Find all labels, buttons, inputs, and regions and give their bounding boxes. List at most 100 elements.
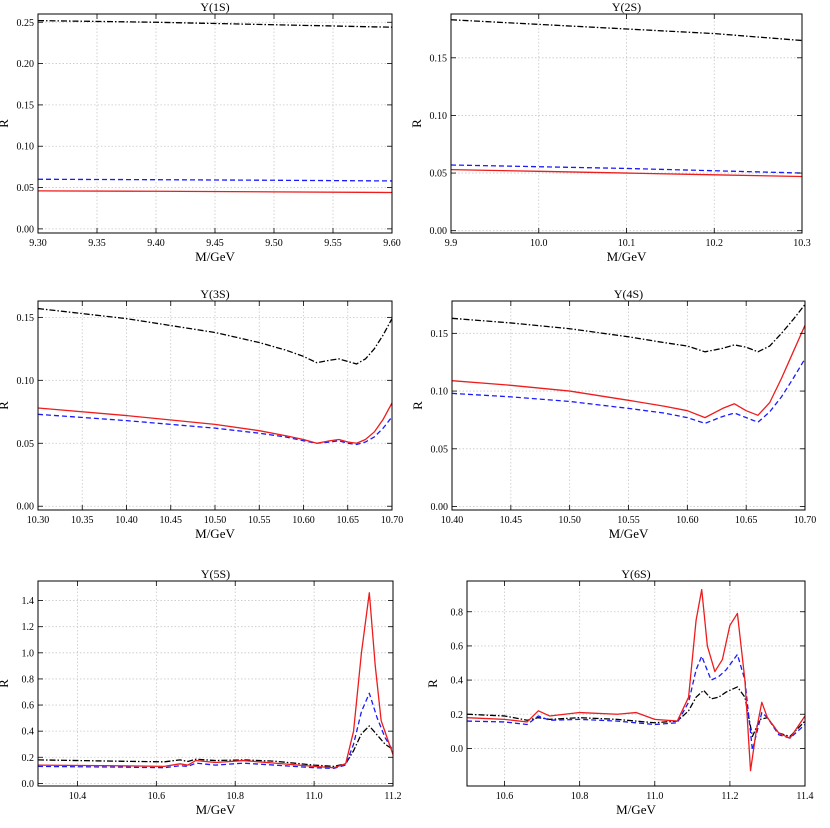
chart-panel-6: 10.6 10.8 11.0 11.2 11.4 0.0 0.2 0.4 0.6 0.8 Υ(6S)… <box>425 567 814 817</box>
y-tick-label: 0.25 <box>17 18 35 29</box>
y-tick-label: 0.05 <box>17 183 35 194</box>
series-red-solid-line <box>452 324 805 419</box>
y-tick-label: 0.15 <box>431 329 449 340</box>
y-axis-label: R <box>410 401 425 410</box>
x-tick-label: 11.2 <box>721 791 738 802</box>
y-tick-label: 0.8 <box>451 607 464 618</box>
x-tick-label: 10.6 <box>496 791 514 802</box>
y-tick-label: 0.15 <box>17 100 35 111</box>
y-tick-label: 0.00 <box>17 224 35 235</box>
plot-frame <box>466 580 806 787</box>
x-tick-label: 10.65 <box>735 515 758 526</box>
x-tick-label: 9.45 <box>206 238 224 249</box>
x-axis-label: M/GeV <box>196 802 236 817</box>
y-axis-label: R <box>409 119 424 128</box>
series-red-solid-line <box>467 588 805 772</box>
x-tick-label: 10.4 <box>69 791 87 802</box>
panel-title: Υ(5S) <box>201 567 230 581</box>
y-tick-label: 1.2 <box>22 622 35 633</box>
y-tick-label: 0.00 <box>430 226 448 237</box>
x-tick-label: 11.0 <box>306 791 323 802</box>
series-blue-dashed-line <box>38 178 392 182</box>
series-red-solid-line <box>38 402 392 444</box>
x-tick-label: 10.0 <box>530 238 548 249</box>
x-tick-label: 10.45 <box>500 515 523 526</box>
x-tick-label: 9.9 <box>445 238 458 249</box>
x-tick-label: 10.6 <box>148 791 166 802</box>
y-tick-label: 0.05 <box>430 169 448 180</box>
x-tick-label: 10.3 <box>793 238 811 249</box>
panel-title: Υ(1S) <box>200 0 229 14</box>
y-axis-label: R <box>0 401 11 410</box>
x-tick-label: 9.40 <box>147 238 165 249</box>
x-tick-label: 10.70 <box>794 515 817 526</box>
panel-title: Υ(2S) <box>612 0 641 14</box>
y-axis-label: R <box>0 679 11 688</box>
y-tick-label: 1.4 <box>22 596 35 607</box>
panel-title: Υ(4S) <box>614 287 643 301</box>
y-tick-label: 0.2 <box>22 753 35 764</box>
y-tick-label: 0.15 <box>430 53 448 64</box>
plot-frame <box>37 580 394 787</box>
y-tick-label: 0.05 <box>17 439 35 450</box>
y-tick-label: 0.4 <box>451 676 464 687</box>
x-tick-label: 10.60 <box>292 515 315 526</box>
x-tick-label: 10.50 <box>204 515 227 526</box>
y-tick-label: 0.10 <box>17 142 35 153</box>
x-tick-label: 10.35 <box>71 515 94 526</box>
series-black-dash-dot-line <box>38 19 392 28</box>
x-tick-label: 10.45 <box>160 515 183 526</box>
y-tick-label: 0.10 <box>430 111 448 122</box>
x-tick-label: 10.70 <box>381 515 404 526</box>
y-tick-label: 1.0 <box>22 648 35 659</box>
y-tick-label: 0.00 <box>17 502 35 513</box>
y-tick-label: 0.6 <box>451 641 464 652</box>
y-tick-label: 0.00 <box>431 502 449 513</box>
y-tick-label: 0.05 <box>431 444 449 455</box>
series-red-solid-line <box>38 592 393 769</box>
x-tick-label: 10.40 <box>115 515 138 526</box>
y-tick-label: 0.20 <box>17 59 35 70</box>
plot-frame <box>37 300 393 511</box>
x-tick-label: 10.60 <box>676 515 699 526</box>
y-tick-label: 0.8 <box>22 674 35 685</box>
x-tick-label: 9.55 <box>324 238 342 249</box>
y-tick-label: 0.0 <box>451 744 464 755</box>
y-tick-label: 0.10 <box>17 376 35 387</box>
y-axis-label: R <box>0 119 11 128</box>
x-tick-label: 10.50 <box>558 515 581 526</box>
series-blue-dashed-line <box>452 358 805 425</box>
x-tick-label: 10.55 <box>248 515 271 526</box>
y-tick-label: 0.10 <box>431 387 449 398</box>
chart-panel-1: 9.30 9.35 9.40 9.45 9.50 9.55 9.60 0.00 0.05 0.10… <box>0 0 401 264</box>
series-black-dash-dot-line <box>451 19 802 42</box>
series-black-dash-dot-line <box>452 304 805 353</box>
x-tick-label: 10.8 <box>226 791 244 802</box>
series-black-dash-dot-line <box>38 307 392 365</box>
x-tick-label: 10.8 <box>571 791 589 802</box>
x-tick-label: 10.40 <box>441 515 464 526</box>
x-tick-label: 9.30 <box>29 238 47 249</box>
series-blue-dashed-line <box>38 692 393 770</box>
series-black-dash-dot-line <box>467 686 805 738</box>
x-tick-label: 10.1 <box>618 238 636 249</box>
x-tick-label: 9.35 <box>88 238 106 249</box>
chart-panel-2: 9.9 10.0 10.1 10.2 10.3 0.00 0.05 0.10 0.15 Υ(2S)… <box>409 0 811 264</box>
x-axis-label: M/GeV <box>195 526 235 541</box>
chart-panel-3: 10.30 10.35 10.40 10.45 10.50 10.55 10.60 10.65… <box>0 287 403 541</box>
x-axis-label: M/GeV <box>609 526 649 541</box>
x-tick-label: 10.55 <box>617 515 640 526</box>
x-tick-label: 10.30 <box>27 515 50 526</box>
series-red-solid-line <box>38 190 392 194</box>
x-tick-label: 11.2 <box>384 791 401 802</box>
x-tick-label: 10.65 <box>337 515 360 526</box>
chart-panel-5: 10.4 10.6 10.8 11.0 11.2 0.0 0.2 0.4 0.6 0.8 1.0 1.… <box>0 567 402 817</box>
x-tick-label: 10.2 <box>706 238 724 249</box>
series-black-dash-dot-line <box>38 725 393 768</box>
x-axis-label: M/GeV <box>607 249 647 264</box>
chart-panel-4: 10.40 10.45 10.50 10.55 10.60 10.65 10.70 0.00 0… <box>410 287 816 541</box>
y-tick-label: 0.15 <box>17 313 35 324</box>
panel-title: Υ(6S) <box>621 567 650 581</box>
series-blue-dashed-line <box>451 164 802 174</box>
